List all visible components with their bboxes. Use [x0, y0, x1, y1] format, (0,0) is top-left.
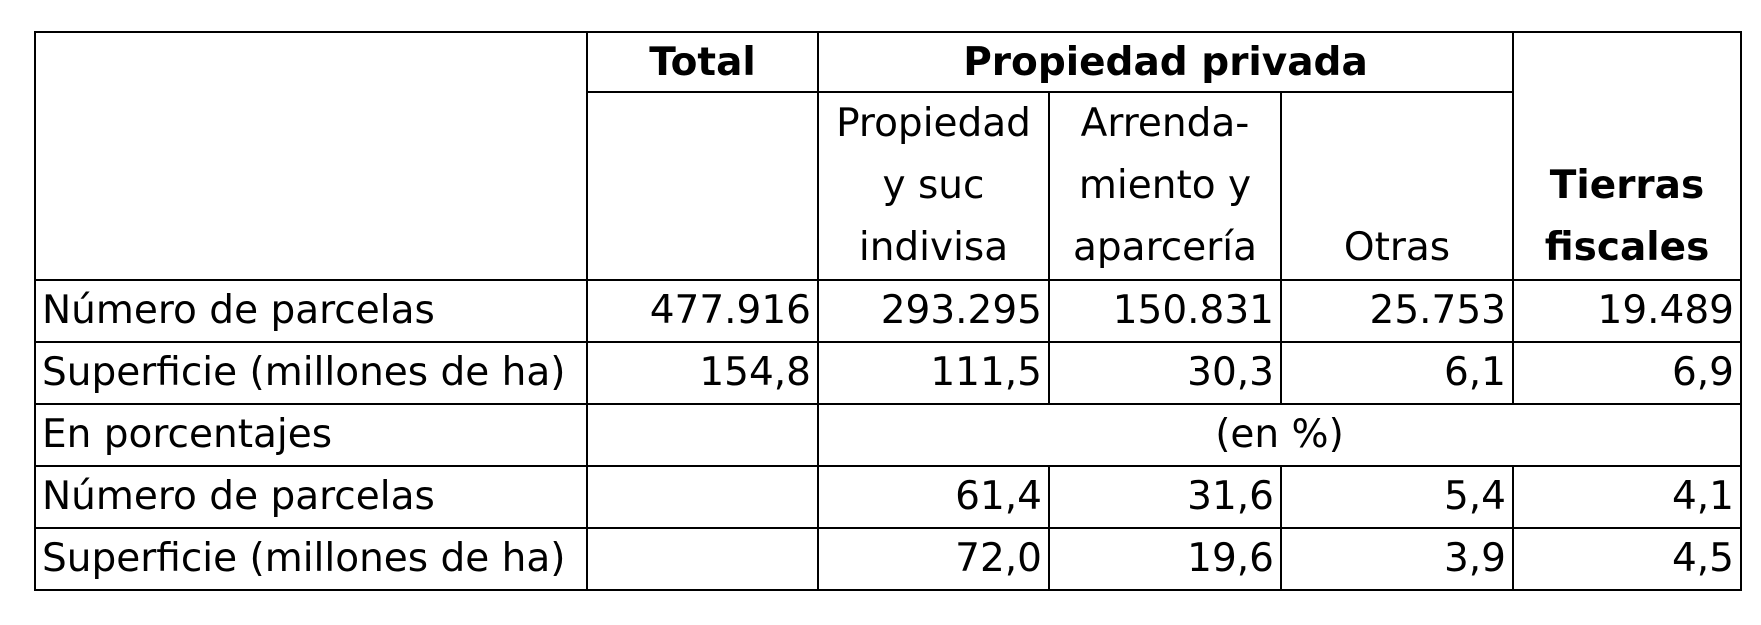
section-row: En porcentajes (en %) — [34, 403, 1742, 467]
cell-otras: 5,4 — [1280, 465, 1514, 529]
table-row: Número de parcelas 477.916 293.295 150.8… — [34, 279, 1742, 343]
row-label: Número de parcelas — [34, 279, 588, 343]
cell-total: 154,8 — [586, 341, 819, 405]
cell-arrendamiento: 150.831 — [1048, 279, 1282, 343]
cell-otras: 6,1 — [1280, 341, 1514, 405]
cell-arrendamiento: 19,6 — [1048, 527, 1282, 591]
table-row: Superficie (millones de ha) 154,8 111,5 … — [34, 341, 1742, 405]
row-label: Número de parcelas — [34, 465, 588, 529]
cell-tierras-fiscales: 19.489 — [1512, 279, 1742, 343]
header-otras: Otras — [1280, 91, 1514, 281]
table-row: Superficie (millones de ha) 72,0 19,6 3,… — [34, 527, 1742, 591]
cell-otras: 25.753 — [1280, 279, 1514, 343]
percent-unit-note: (en %) — [817, 403, 1742, 467]
cell-total — [586, 465, 819, 529]
row-label: Superficie (millones de ha) — [34, 527, 588, 591]
cell-tierras-fiscales: 4,1 — [1512, 465, 1742, 529]
section-label: En porcentajes — [34, 403, 588, 467]
header-total: Total — [586, 31, 819, 93]
cell-arrendamiento: 31,6 — [1048, 465, 1282, 529]
cell-otras: 3,9 — [1280, 527, 1514, 591]
section-empty-cell — [586, 403, 819, 467]
cell-propiedad: 111,5 — [817, 341, 1050, 405]
table-row: Número de parcelas 61,4 31,6 5,4 4,1 — [34, 465, 1742, 529]
header-total-empty — [586, 91, 819, 281]
land-tenure-table: Total Propiedad privada Tierras fiscales … — [34, 31, 1742, 591]
header-propiedad-privada: Propiedad privada — [817, 31, 1514, 93]
header-empty-cell — [34, 31, 588, 281]
cell-tierras-fiscales: 4,5 — [1512, 527, 1742, 591]
header-tierras-fiscales: Tierras fiscales — [1512, 31, 1742, 281]
cell-arrendamiento: 30,3 — [1048, 341, 1282, 405]
cell-total — [586, 527, 819, 591]
cell-propiedad: 72,0 — [817, 527, 1050, 591]
cell-total: 477.916 — [586, 279, 819, 343]
header-arrendamiento-aparceria: Arrenda-miento y aparcería — [1048, 91, 1282, 281]
cell-tierras-fiscales: 6,9 — [1512, 341, 1742, 405]
cell-propiedad: 61,4 — [817, 465, 1050, 529]
cell-propiedad: 293.295 — [817, 279, 1050, 343]
header-propiedad-suc-indivisa: Propiedad y suc indivisa — [817, 91, 1050, 281]
row-label: Superficie (millones de ha) — [34, 341, 588, 405]
